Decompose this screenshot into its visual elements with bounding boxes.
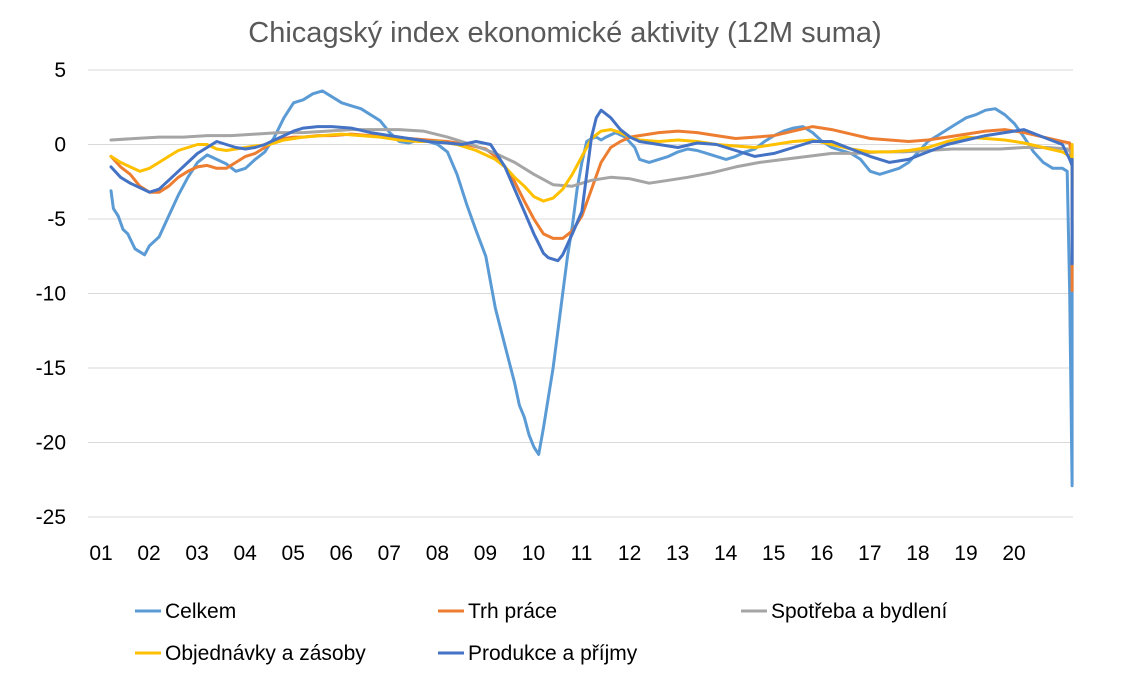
x-tick-label: 12 <box>618 542 641 565</box>
legend-label: Celkem <box>165 600 236 623</box>
x-tick-label: 09 <box>474 542 497 565</box>
y-tick-label: -15 <box>36 357 66 380</box>
series-line <box>109 128 1074 188</box>
legend-label: Objednávky a zásoby <box>165 642 366 665</box>
x-tick-label: 01 <box>89 542 112 565</box>
chart-title: Chicagský index ekonomické aktivity (12M… <box>248 17 881 49</box>
x-tick-label: 19 <box>954 542 977 565</box>
series-line <box>109 128 1074 203</box>
x-tick-label: 15 <box>762 542 785 565</box>
x-tick-label: 17 <box>858 542 881 565</box>
y-tick-label: -10 <box>36 283 66 306</box>
legend: Celkem Trh práce Spotřeba a bydlení Objedná… <box>135 600 947 665</box>
x-tick-label: 16 <box>810 542 833 565</box>
x-tick-label: 14 <box>714 542 738 565</box>
series-lines <box>109 89 1074 488</box>
series-line <box>109 89 1074 488</box>
x-tick-label: 11 <box>571 542 593 565</box>
x-axis-tick-labels: 01 02 03 04 05 06 07 08 09 10 11 12 13 14 15 16 17 18 19 20 <box>89 542 1025 565</box>
legend-label: Spotřeba a bydlení <box>771 600 947 623</box>
series-line <box>109 108 1074 266</box>
x-tick-label: 03 <box>185 542 208 565</box>
x-tick-label: 04 <box>233 542 257 565</box>
gridlines <box>88 69 1073 518</box>
y-tick-label: -5 <box>47 208 66 231</box>
y-axis-tick-labels: 5 0 -5 -10 -15 -20 -25 <box>36 59 66 529</box>
x-tick-label: 05 <box>282 542 305 565</box>
legend-label: Trh práce <box>468 600 557 623</box>
y-tick-label: -25 <box>36 506 66 529</box>
y-tick-label: -20 <box>36 432 66 455</box>
x-tick-label: 10 <box>522 542 545 565</box>
x-tick-label: 20 <box>1002 542 1025 565</box>
x-tick-label: 18 <box>906 542 929 565</box>
x-tick-label: 13 <box>666 542 689 565</box>
legend-label: Produkce a příjmy <box>468 642 638 665</box>
x-tick-label: 02 <box>137 542 160 565</box>
y-tick-label: 0 <box>54 134 66 157</box>
series-line <box>109 125 1074 292</box>
x-tick-label: 08 <box>426 542 449 565</box>
x-tick-label: 07 <box>378 542 401 565</box>
y-tick-label: 5 <box>54 59 66 82</box>
x-tick-label: 06 <box>330 542 353 565</box>
